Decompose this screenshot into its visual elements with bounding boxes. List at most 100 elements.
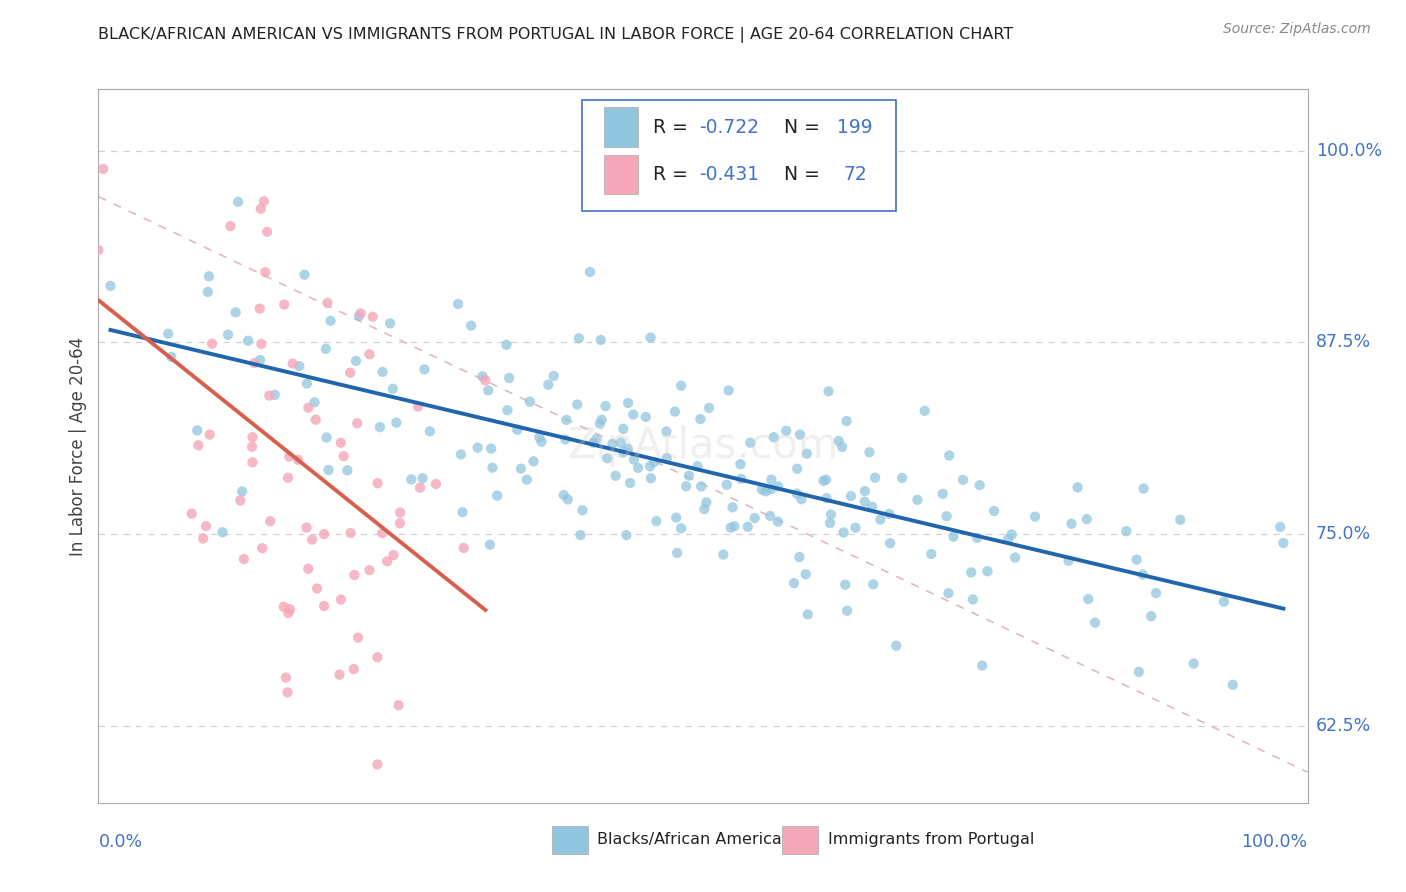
Point: [305, 413, 328, 427]
Point: [655, 451, 678, 466]
Point: [839, 489, 862, 503]
Point: [755, 484, 778, 499]
Text: R =: R =: [654, 165, 695, 185]
Point: [1077, 592, 1099, 607]
Point: [314, 527, 336, 541]
Point: [259, 388, 281, 402]
Point: [91, 161, 114, 176]
Text: -0.431: -0.431: [699, 165, 759, 185]
Point: [278, 450, 301, 464]
Point: [568, 331, 591, 345]
Point: [1057, 554, 1080, 568]
Point: [259, 514, 281, 528]
Point: [219, 219, 242, 233]
Point: [451, 505, 474, 519]
Point: [371, 365, 394, 379]
Point: [281, 357, 304, 371]
Point: [976, 564, 998, 578]
Point: [217, 327, 239, 342]
Point: [664, 404, 686, 418]
Point: [471, 369, 494, 384]
Point: [450, 447, 472, 461]
Point: [614, 528, 637, 542]
Point: [160, 350, 183, 364]
Point: [256, 225, 278, 239]
Point: [186, 424, 208, 438]
Point: [382, 548, 405, 562]
Point: [193, 532, 215, 546]
Point: [655, 425, 678, 439]
Point: [1222, 678, 1244, 692]
Point: [879, 536, 901, 550]
Point: [686, 459, 709, 474]
Point: [966, 531, 988, 545]
Point: [835, 604, 858, 618]
Text: 62.5%: 62.5%: [1316, 717, 1371, 735]
Point: [877, 507, 900, 521]
Point: [314, 599, 336, 613]
Point: [519, 394, 541, 409]
Point: [249, 353, 271, 368]
Point: [884, 639, 907, 653]
Text: Source: ZipAtlas.com: Source: ZipAtlas.com: [1223, 22, 1371, 37]
Point: [319, 314, 342, 328]
Point: [983, 504, 1005, 518]
Point: [920, 547, 942, 561]
Point: [201, 336, 224, 351]
FancyBboxPatch shape: [782, 826, 818, 855]
Point: [477, 384, 499, 398]
Point: [869, 512, 891, 526]
Point: [678, 468, 700, 483]
Point: [249, 301, 271, 316]
Point: [616, 442, 638, 456]
Point: [385, 416, 408, 430]
Point: [498, 371, 520, 385]
Point: [766, 479, 789, 493]
Point: [914, 404, 936, 418]
Point: [315, 342, 337, 356]
Point: [249, 202, 271, 216]
Point: [1128, 665, 1150, 679]
Point: [640, 471, 662, 485]
Point: [336, 463, 359, 477]
Point: [388, 516, 411, 530]
Point: [479, 442, 502, 456]
Point: [242, 430, 264, 444]
Point: [643, 455, 665, 469]
Point: [891, 471, 914, 485]
Point: [350, 306, 373, 320]
Point: [935, 509, 957, 524]
Point: [1084, 615, 1107, 630]
Text: -0.722: -0.722: [699, 118, 759, 136]
Point: [740, 435, 762, 450]
Point: [347, 631, 370, 645]
Point: [766, 515, 789, 529]
Point: [790, 492, 813, 507]
Point: [307, 582, 329, 596]
Point: [1212, 594, 1234, 608]
Point: [721, 500, 744, 515]
Point: [87, 243, 110, 257]
Point: [543, 369, 565, 384]
Text: Blacks/African Americans: Blacks/African Americans: [596, 832, 800, 847]
Point: [853, 494, 876, 508]
Point: [297, 562, 319, 576]
Point: [744, 511, 766, 525]
Point: [1024, 509, 1046, 524]
Point: [832, 525, 855, 540]
Point: [589, 333, 612, 347]
Point: [693, 502, 716, 516]
Point: [960, 566, 983, 580]
Point: [730, 472, 752, 486]
Point: [962, 592, 984, 607]
Point: [304, 395, 326, 409]
Point: [329, 592, 352, 607]
Point: [252, 541, 274, 556]
Point: [506, 423, 529, 437]
Point: [1270, 520, 1292, 534]
Point: [378, 317, 401, 331]
Point: [1144, 586, 1167, 600]
Point: [1140, 609, 1163, 624]
Point: [250, 337, 273, 351]
Point: [794, 567, 817, 582]
